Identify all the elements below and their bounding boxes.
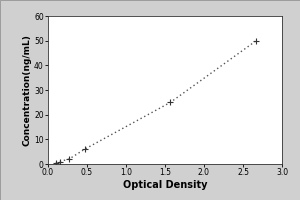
Point	[57, 160, 62, 163]
X-axis label: Optical Density: Optical Density	[123, 180, 207, 190]
Y-axis label: Concentration(ng/mL): Concentration(ng/mL)	[22, 34, 31, 146]
Point	[67, 157, 71, 161]
Point	[82, 148, 87, 151]
Point	[168, 101, 173, 104]
Point	[53, 161, 58, 164]
Point	[254, 39, 259, 42]
